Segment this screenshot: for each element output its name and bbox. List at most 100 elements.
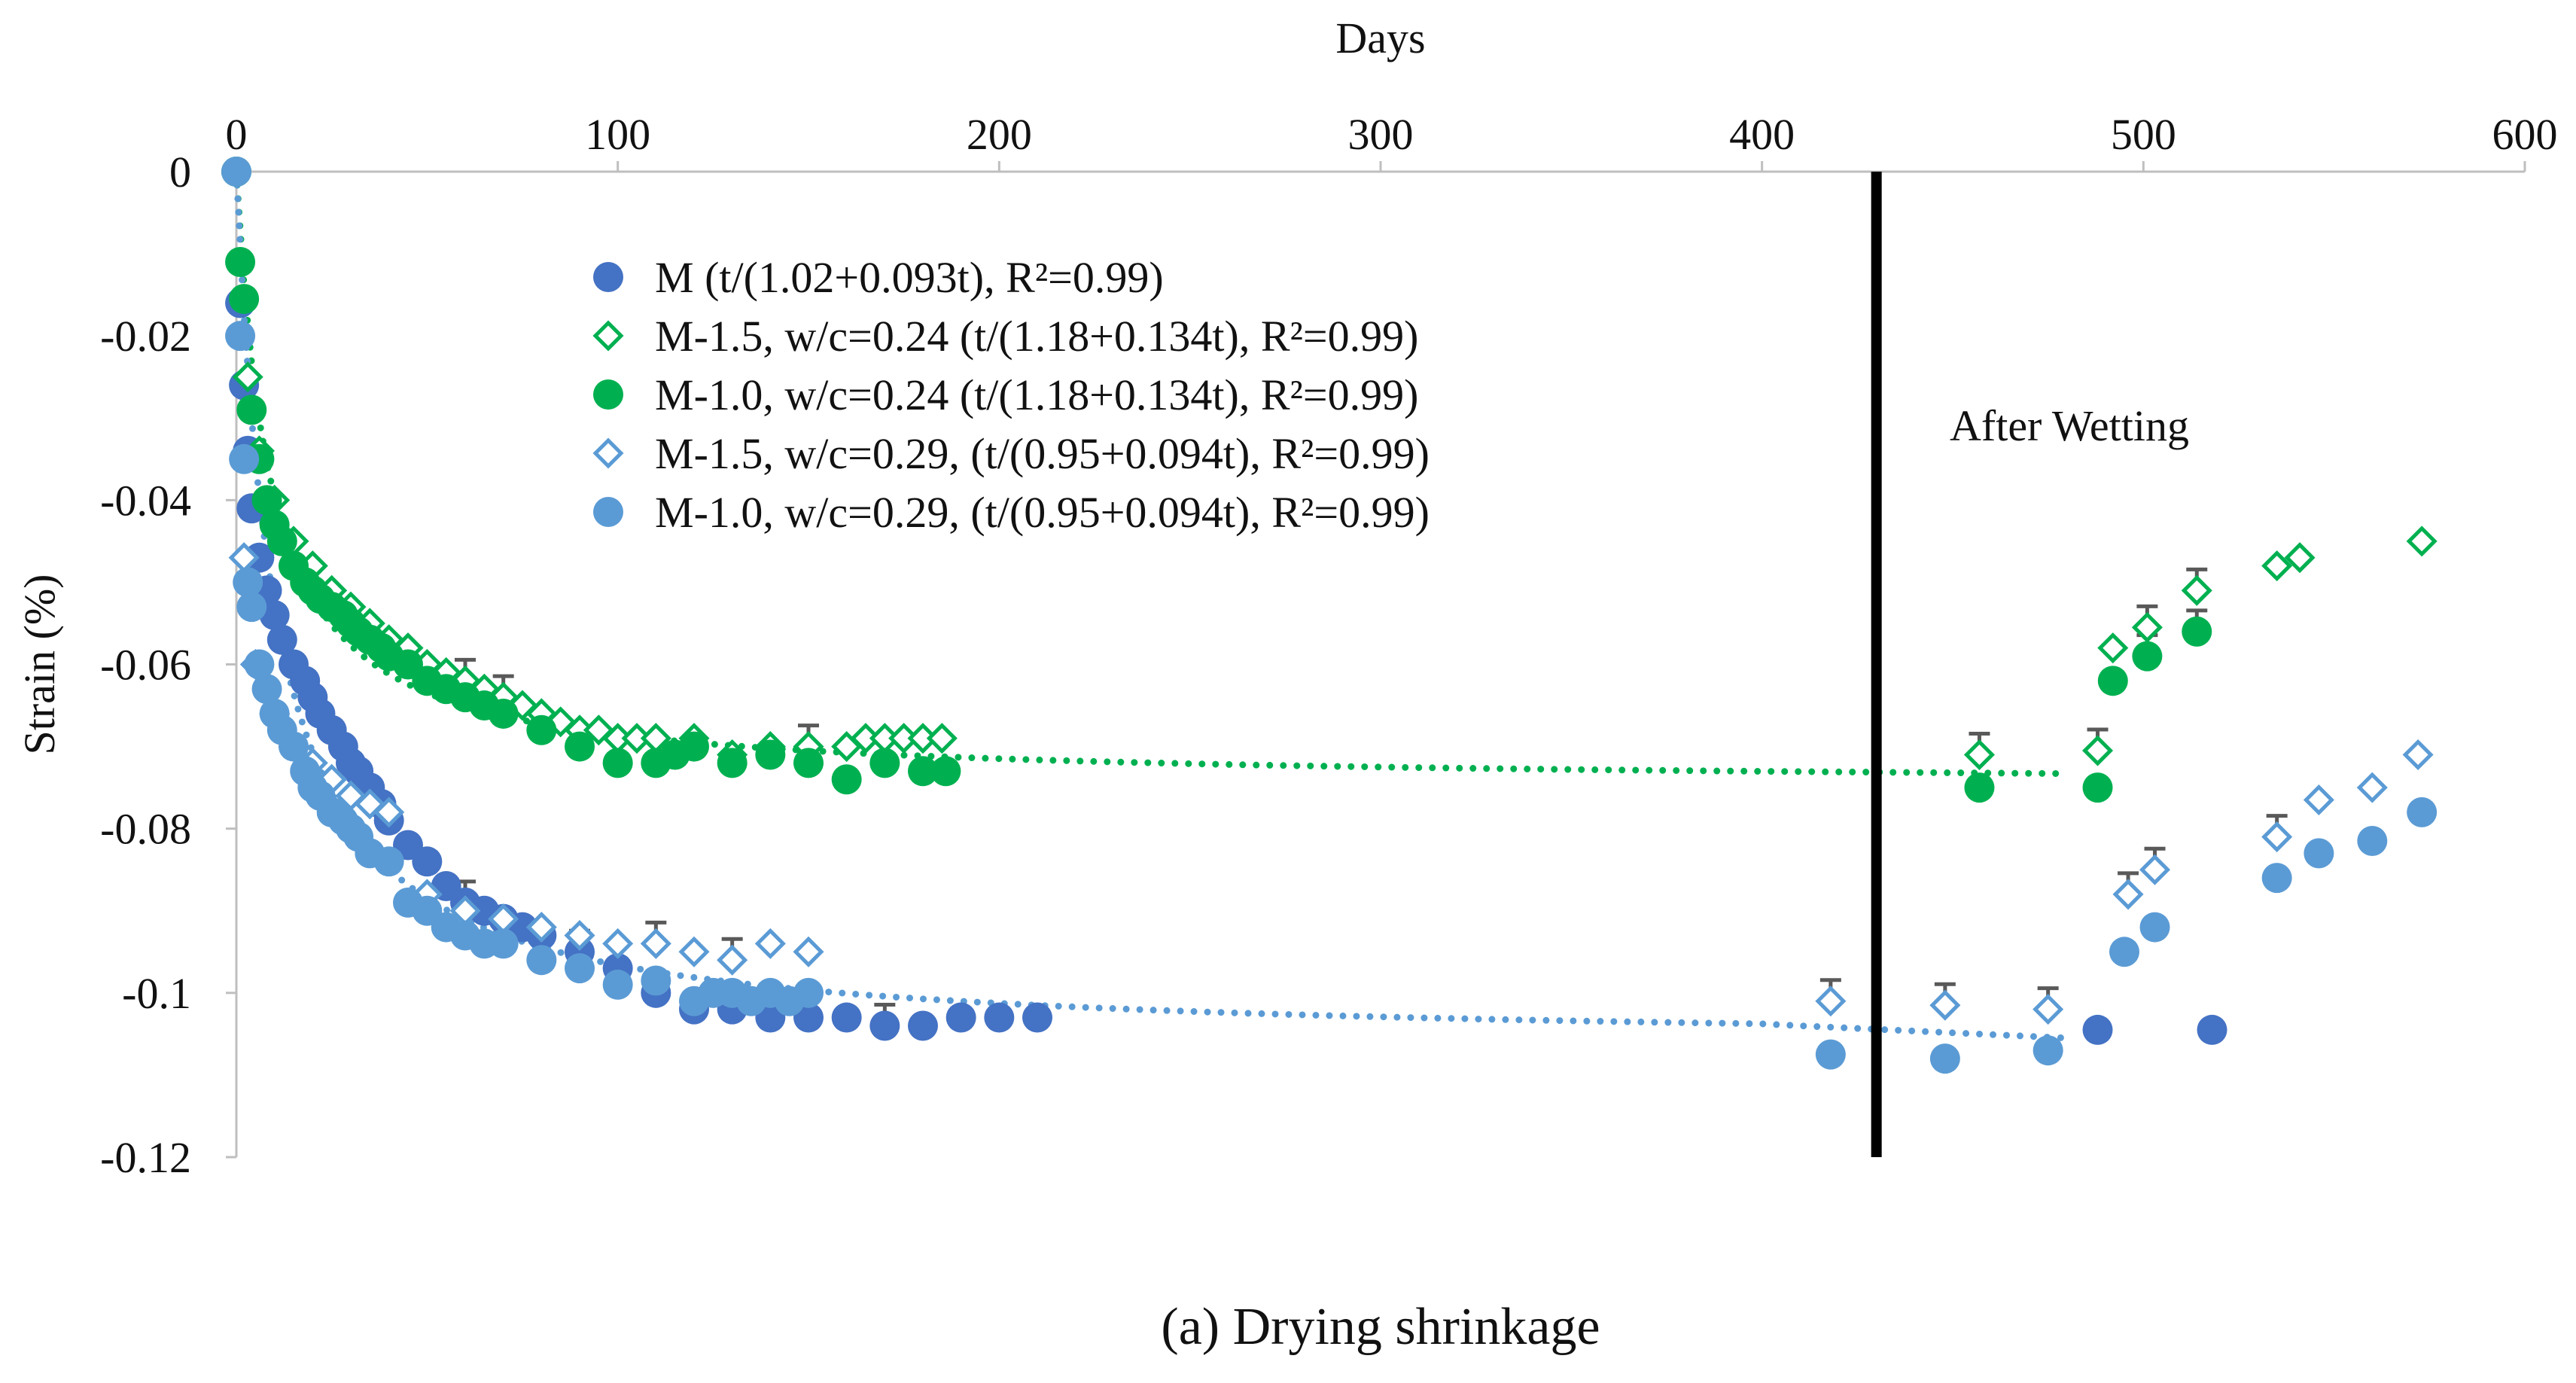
- series-3-point: [373, 797, 405, 828]
- series-4-point: [1815, 1039, 1846, 1070]
- series-2-point: [793, 748, 824, 778]
- series-0-point: [831, 1002, 862, 1033]
- series-3-point: [2112, 879, 2144, 910]
- series-4-point: [2139, 912, 2170, 943]
- legend-item: M-1.5, w/c=0.24 (t/(1.18+0.134t), R²=0.9…: [592, 312, 1418, 361]
- series-0-point: [2197, 1014, 2227, 1045]
- series-0-point: [908, 1010, 938, 1041]
- series-4-point: [1929, 1043, 1960, 1074]
- series-0-point: [412, 846, 443, 877]
- y-tick-label: -0.08: [100, 805, 191, 854]
- series-3-point: [2402, 739, 2434, 771]
- series-4-point: [244, 649, 275, 680]
- legend-label: M (t/(1.02+0.093t), R²=0.99): [655, 253, 1164, 302]
- series-0-point: [984, 1002, 1015, 1033]
- series-3-point: [2032, 994, 2064, 1025]
- series-2-point: [831, 764, 862, 795]
- series-2-point: [869, 748, 900, 778]
- series-2-point: [251, 485, 282, 516]
- series-4-point: [2032, 1035, 2063, 1066]
- series-2-point: [1964, 772, 1995, 803]
- error-bars: [359, 567, 2288, 1035]
- legend-marker: [592, 437, 624, 469]
- y-tick-label: 0: [169, 148, 191, 196]
- y-tick-label: -0.02: [100, 312, 191, 361]
- legend-item: M (t/(1.02+0.093t), R²=0.99): [593, 253, 1164, 302]
- series-2-point: [488, 698, 519, 729]
- series-4-point: [526, 945, 557, 976]
- series-3-point: [640, 928, 671, 959]
- y-axis-title: Strain (%): [15, 574, 64, 755]
- series-4-point: [251, 674, 282, 705]
- series-4-point: [565, 953, 595, 984]
- fit-lines: [233, 168, 2071, 1042]
- series-2-point: [225, 246, 256, 277]
- series-4-point: [279, 731, 309, 762]
- series-3-point: [1929, 989, 1961, 1021]
- legend-marker: [592, 320, 624, 352]
- series-3-point: [525, 912, 557, 943]
- series-2-point: [236, 394, 267, 425]
- series-4-point: [793, 977, 824, 1008]
- series-3-point: [2303, 784, 2334, 816]
- legend-marker: [593, 262, 623, 292]
- series-4-point: [229, 443, 260, 474]
- series-4-point: [602, 969, 633, 1000]
- green-fit-line: [233, 168, 2071, 778]
- blue-fit-line: [233, 168, 2071, 1042]
- series-2-point: [2097, 666, 2128, 696]
- series-1-point: [2131, 611, 2163, 643]
- series-4-point: [488, 928, 519, 959]
- y-tick-label: -0.12: [100, 1133, 191, 1182]
- figure-caption: (a) Drying shrinkage: [1161, 1298, 1600, 1356]
- legend-label: M-1.0, w/c=0.29, (t/(0.95+0.094t), R²=0.…: [655, 488, 1430, 537]
- legend-item: M-1.5, w/c=0.29, (t/(0.95+0.094t), R²=0.…: [592, 429, 1430, 478]
- series-2-point: [2182, 616, 2212, 647]
- y-ticks: 0 -0.02 -0.04 -0.06 -0.08 -0.1 -0.12: [100, 148, 236, 1182]
- legend-label: M-1.5, w/c=0.29, (t/(0.95+0.094t), R²=0.…: [655, 429, 1430, 478]
- series-3-point: [793, 936, 824, 967]
- series-3-point: [678, 936, 710, 967]
- series-2-point: [755, 739, 786, 770]
- x-tick-label: 600: [2492, 110, 2558, 159]
- series-2-point: [908, 756, 938, 787]
- legend-label: M-1.0, w/c=0.24 (t/(1.18+0.134t), R²=0.9…: [655, 370, 1418, 419]
- after-wetting-annotation: After Wetting: [1950, 401, 2189, 450]
- series-1-point: [2284, 542, 2316, 574]
- data-points: [221, 157, 2437, 1074]
- legend-item: M-1.0, w/c=0.24 (t/(1.18+0.134t), R²=0.9…: [593, 370, 1418, 419]
- series-4-point: [2261, 863, 2292, 894]
- series-0-point: [869, 1010, 900, 1041]
- series-0-point: [1022, 1002, 1052, 1033]
- y-tick-label: -0.1: [122, 969, 191, 1018]
- x-axis-title: Days: [1335, 14, 1425, 62]
- legend-marker: [593, 379, 623, 410]
- series-1-point: [2081, 735, 2114, 766]
- series-3-point: [602, 928, 634, 959]
- series-4-point: [221, 157, 251, 187]
- x-tick-label: 400: [1729, 110, 1795, 159]
- x-ticks: 0 100 200 300 400 500 600: [226, 110, 2558, 172]
- x-tick-label: 0: [226, 110, 248, 159]
- series-4-point: [225, 321, 256, 352]
- series-1-point: [2097, 632, 2129, 664]
- series-4-point: [641, 965, 671, 996]
- series-3-point: [2139, 854, 2171, 885]
- axes: 0 100 200 300 400 500 600 0 -0.02 -0.04 -0.06 -0.0…: [100, 110, 2557, 1182]
- series-2-point: [526, 714, 557, 745]
- series-4-point: [2303, 838, 2334, 869]
- legend-item: M-1.0, w/c=0.29, (t/(0.95+0.094t), R²=0.…: [593, 488, 1430, 537]
- legend-label: M-1.5, w/c=0.24 (t/(1.18+0.134t), R²=0.9…: [655, 312, 1418, 361]
- x-tick-label: 200: [967, 110, 1032, 159]
- series-3-point: [1815, 985, 1847, 1017]
- legend: M (t/(1.02+0.093t), R²=0.99) M-1.5, w/c=0…: [592, 253, 1430, 537]
- series-4-point: [2357, 826, 2388, 857]
- series-4-point: [2109, 937, 2139, 967]
- series-3-point: [2261, 821, 2293, 853]
- series-2-point: [717, 748, 748, 778]
- series-2-point: [266, 525, 297, 556]
- series-4-point: [373, 846, 404, 877]
- series-2-point: [602, 748, 633, 778]
- series-3-point: [754, 928, 786, 959]
- series-2-point: [930, 756, 961, 787]
